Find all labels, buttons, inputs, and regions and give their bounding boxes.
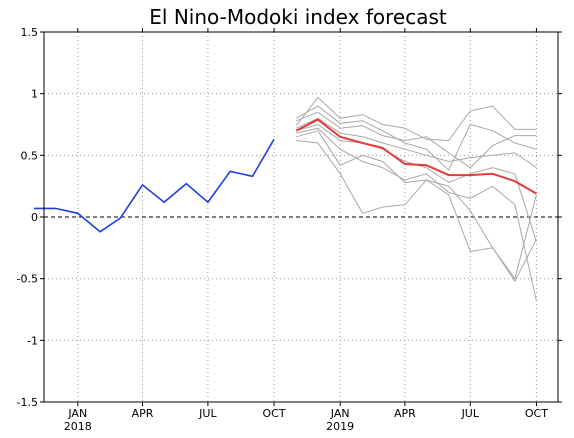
y-tick-label: -1.5 xyxy=(17,396,38,409)
y-tick-label: 1 xyxy=(31,88,38,101)
x-tick-label: OCT xyxy=(263,407,286,420)
ensemble-mean-line xyxy=(295,118,537,195)
ensemble-member-line xyxy=(296,111,537,169)
x-year-label: 2019 xyxy=(326,420,354,433)
x-tick-label: APR xyxy=(132,407,154,420)
y-tick-label: 0.5 xyxy=(21,149,39,162)
ensemble-member-line xyxy=(296,127,537,302)
x-year-label: 2018 xyxy=(64,420,92,433)
observed-series xyxy=(33,138,275,233)
ensemble-member-line xyxy=(296,140,537,283)
ensemble-member-line xyxy=(296,117,537,169)
ensemble-member-line xyxy=(295,96,537,142)
x-tick-label: APR xyxy=(394,407,416,420)
ensemble-member-line xyxy=(296,105,537,171)
x-tick-label: OCT xyxy=(525,407,548,420)
y-tick-label: -1 xyxy=(27,334,38,347)
x-tick-label: JAN xyxy=(67,407,87,420)
x-tick-label: JAN xyxy=(330,407,350,420)
ensemble-members xyxy=(295,96,537,302)
x-tick-label: JUL xyxy=(461,407,480,420)
y-tick-label: -0.5 xyxy=(17,273,38,286)
chart-title: El Nino-Modoki index forecast xyxy=(149,5,447,29)
ensemble-mean xyxy=(295,118,537,195)
y-tick-label: 0 xyxy=(31,211,38,224)
y-axis: -1.5 -1 -0.5 0 0.5 1 1.5 xyxy=(17,26,562,409)
x-tick-label: JUL xyxy=(198,407,217,420)
y-tick-label: 1.5 xyxy=(21,26,39,39)
observed-line xyxy=(33,138,275,233)
